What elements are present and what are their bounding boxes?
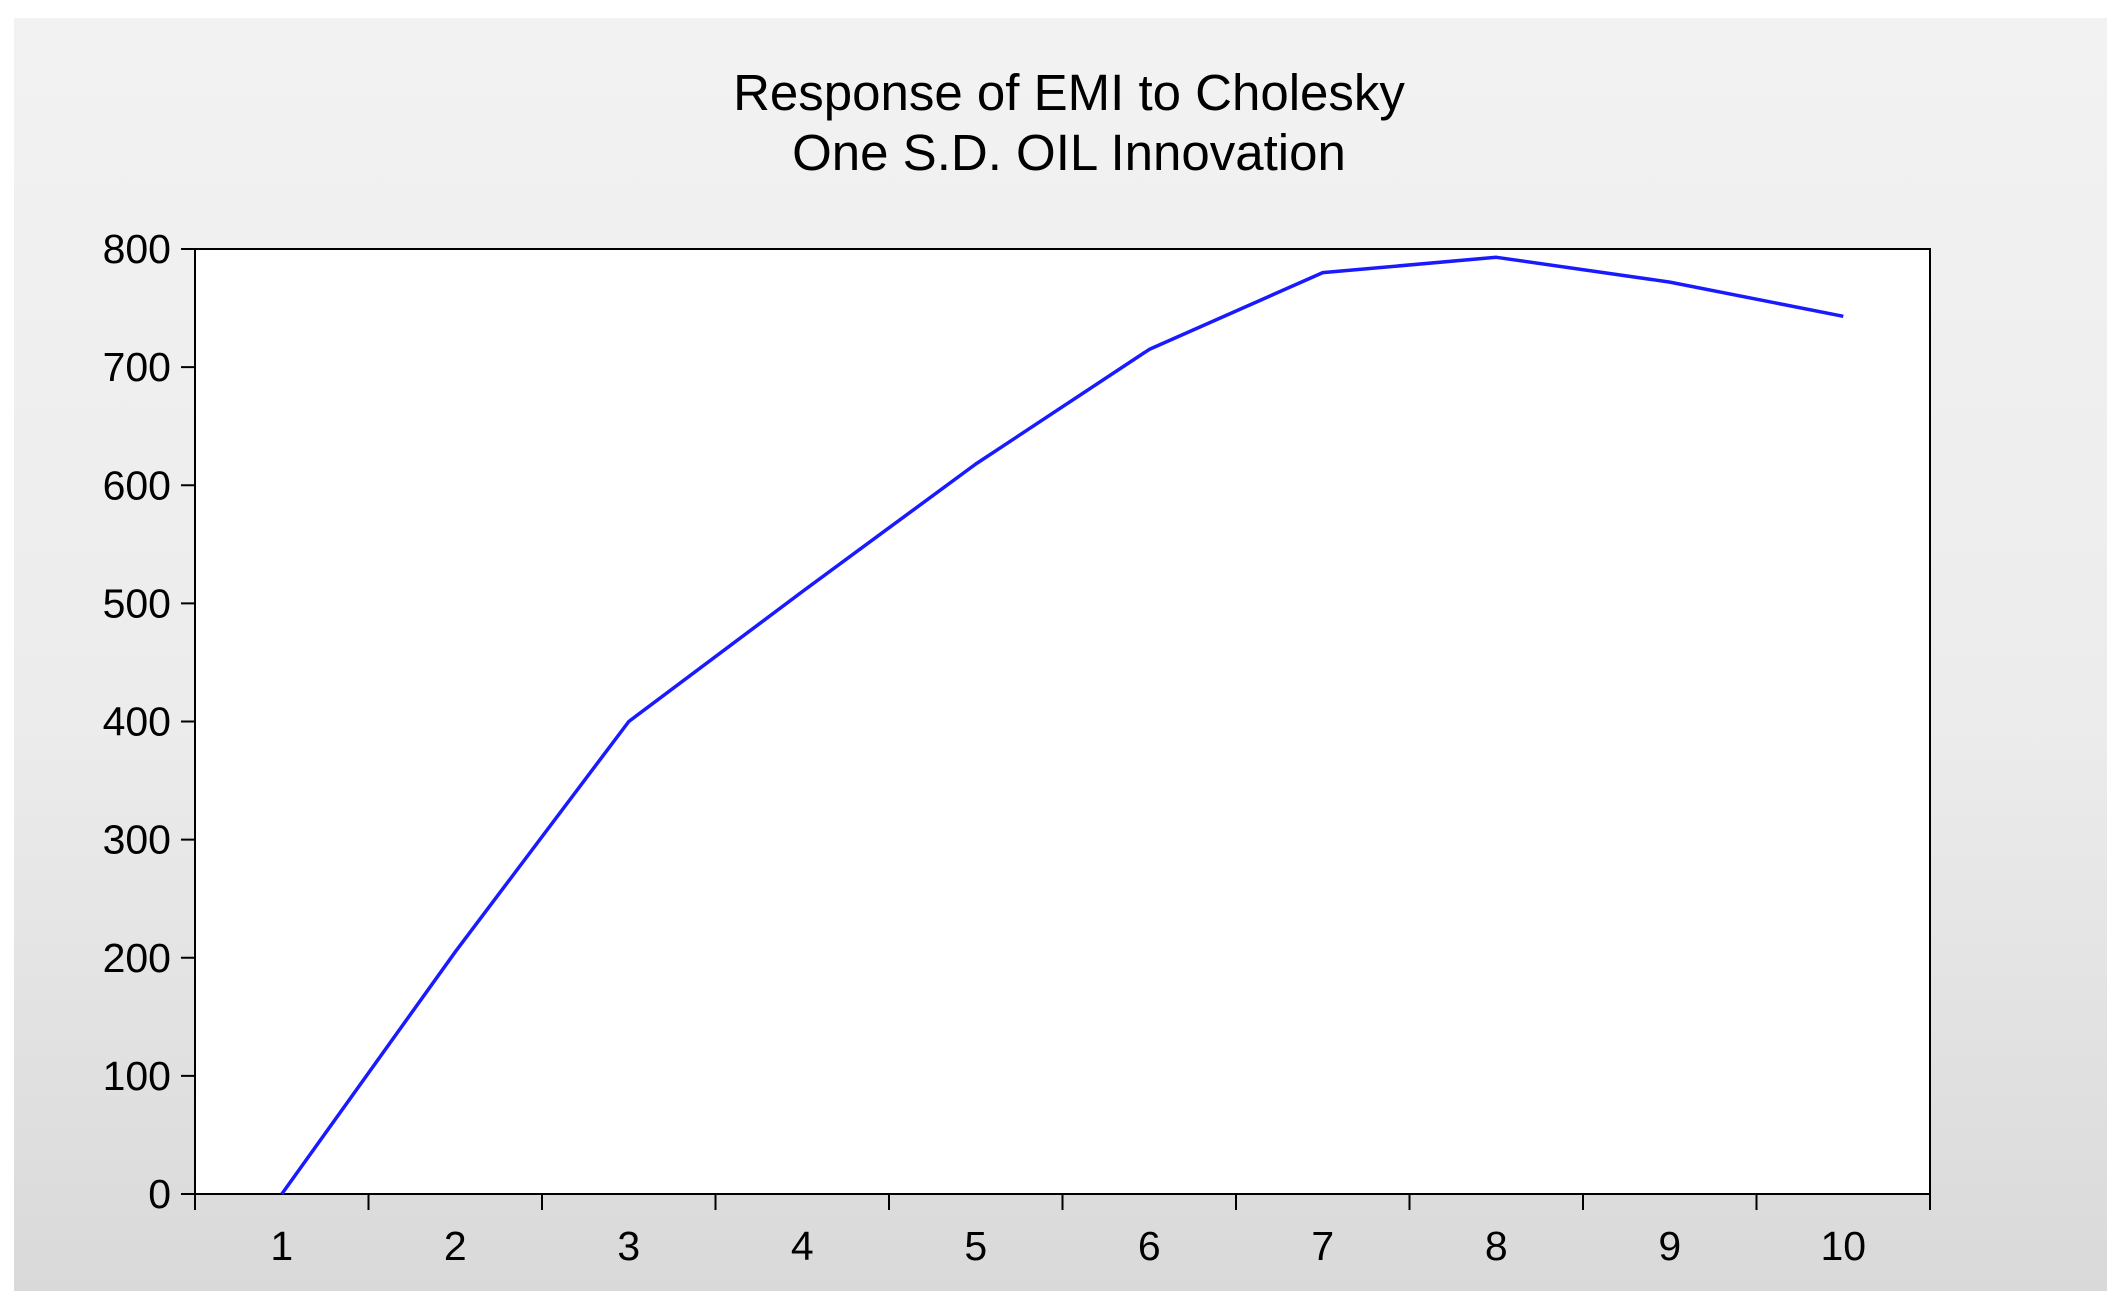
chart-title-line-2: One S.D. OIL Innovation: [792, 124, 1346, 181]
x-tick-label: 10: [1820, 1223, 1866, 1269]
chart-title-line-1: Response of EMI to Cholesky: [733, 64, 1405, 121]
x-tick-label: 3: [617, 1223, 640, 1269]
x-tick-label: 6: [1138, 1223, 1161, 1269]
y-tick-label: 800: [103, 226, 171, 272]
y-axis: 0 100 200 300 400 500 600 700 800: [103, 226, 195, 1217]
x-tick-label: 7: [1311, 1223, 1334, 1269]
x-tick-label: 2: [444, 1223, 467, 1269]
y-tick-label: 600: [103, 462, 171, 508]
y-tick-label: 200: [103, 935, 171, 981]
y-tick-label: 300: [103, 817, 171, 863]
x-axis: 1 2 3 4 5 6 7 8 9 10: [194, 1194, 1931, 1269]
y-tick-label: 100: [103, 1053, 171, 1099]
y-tick-label: 700: [103, 344, 171, 390]
y-tick-label: 0: [148, 1171, 171, 1217]
x-tick-label: 5: [964, 1223, 987, 1269]
x-tick-label: 4: [791, 1223, 814, 1269]
y-tick-label: 400: [103, 699, 171, 745]
series-layer: [280, 255, 1844, 1196]
x-tick-label: 8: [1485, 1223, 1508, 1269]
chart-frame: Response of EMI to Cholesky One S.D. OIL…: [14, 18, 2107, 1291]
series-line: [280, 255, 1844, 1196]
y-tick-label: 500: [103, 580, 171, 626]
plot-area: [194, 248, 1931, 1195]
x-tick-label: 9: [1658, 1223, 1681, 1269]
chart-svg: Response of EMI to Cholesky One S.D. OIL…: [103, 64, 1931, 1269]
x-tick-label: 1: [270, 1223, 293, 1269]
